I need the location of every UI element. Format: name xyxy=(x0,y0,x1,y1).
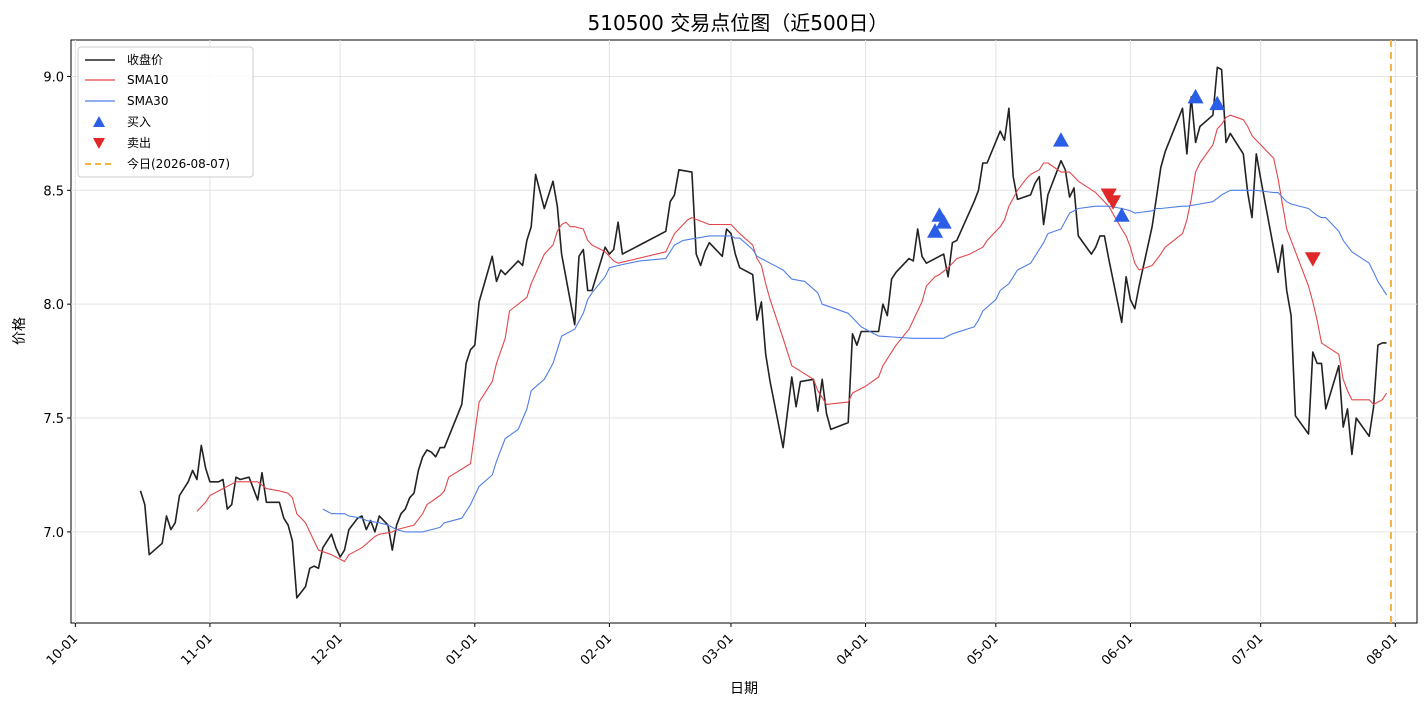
buy-marker xyxy=(1052,132,1069,147)
sma30-line xyxy=(322,189,1388,533)
buy-marker xyxy=(927,223,944,238)
buy-marker xyxy=(1209,95,1226,111)
y-tick-label: 7.5 xyxy=(43,412,64,427)
chart-title: 510500 交易点位图（近500日） xyxy=(588,11,889,35)
x-tick-label: 06-01 xyxy=(1099,631,1136,668)
series-lines xyxy=(139,66,1388,599)
legend-buy-marker-icon xyxy=(93,116,105,127)
x-tick-label: 03-01 xyxy=(699,631,736,668)
sma10-line xyxy=(196,114,1388,563)
legend-label-close: 收盘价 xyxy=(127,52,163,67)
trade-markers xyxy=(927,88,1321,267)
x-tick-label: 11-01 xyxy=(178,631,215,668)
legend-box xyxy=(77,46,254,178)
legend-label-buy: 买入 xyxy=(127,115,151,129)
legend-label-sell: 卖出 xyxy=(127,136,151,150)
x-tick-label: 10-01 xyxy=(44,631,81,668)
x-tick-label: 07-01 xyxy=(1229,631,1266,668)
y-tick-label: 8.5 xyxy=(43,184,64,199)
buy-marker xyxy=(1113,207,1130,222)
legend-label-today: 今日(2026-08-07) xyxy=(127,156,230,171)
x-tick-label: 02-01 xyxy=(578,631,615,668)
y-axis-label: 价格 xyxy=(12,317,28,345)
y-tick-label: 9.0 xyxy=(43,70,64,85)
x-tick-label: 08-01 xyxy=(1364,631,1401,668)
y-tick-label: 7.0 xyxy=(43,526,64,541)
sell-marker xyxy=(1105,195,1122,210)
close-price-line xyxy=(139,66,1387,599)
x-tick-label: 05-01 xyxy=(964,631,1001,668)
plot-frame xyxy=(70,39,1418,624)
x-tick-label: 12-01 xyxy=(309,631,346,668)
sell-marker xyxy=(1304,252,1321,267)
legend: 收盘价 SMA10 SMA30 买入 卖出 今日(2026-08-07) xyxy=(77,46,254,178)
y-tick-label: 8.0 xyxy=(43,298,64,313)
legend-label-sma10: SMA10 xyxy=(127,73,168,87)
legend-sell-marker-icon xyxy=(93,138,105,149)
legend-label-sma30: SMA30 xyxy=(127,94,168,108)
x-tick-label: 01-01 xyxy=(443,631,480,668)
x-axis-label: 日期 xyxy=(730,681,758,697)
buy-marker xyxy=(1187,88,1204,104)
x-tick-label: 04-01 xyxy=(834,631,871,668)
gridlines xyxy=(71,40,1417,623)
buy-marker xyxy=(935,214,952,229)
